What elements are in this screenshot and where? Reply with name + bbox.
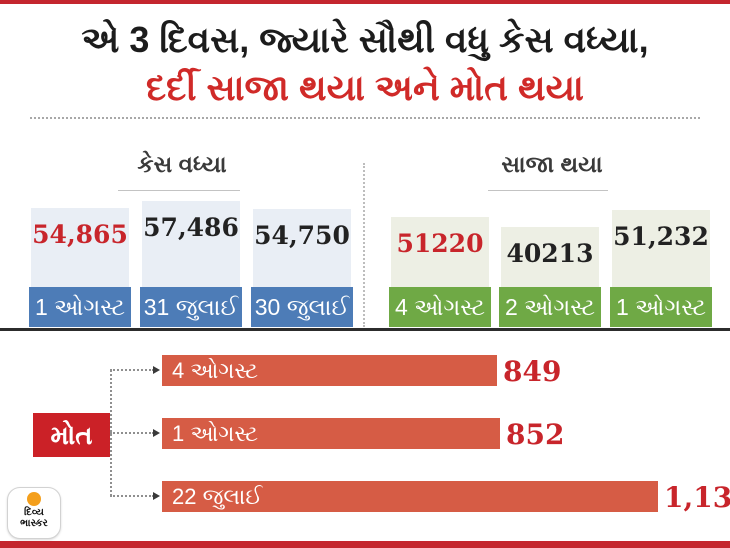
title-separator bbox=[30, 117, 700, 119]
arrow-connector-1 bbox=[110, 366, 160, 374]
deaths-bar-1: 4 ઓગસ્ટ bbox=[162, 355, 497, 386]
recovered-value-1: 51220 bbox=[396, 229, 484, 258]
deaths-date-2: 1 ઓગસ્ટ bbox=[172, 421, 259, 446]
recovered-group-header: સાજા થયા bbox=[501, 151, 603, 177]
recovered-box-3: 51,232 bbox=[612, 210, 710, 287]
cases-date-3: 30 જુલાઈ bbox=[251, 287, 353, 327]
cases-box-1: 54,865 bbox=[31, 208, 129, 287]
deaths-bar-3: 22 જુલાઈ bbox=[162, 481, 658, 512]
cases-header-underline bbox=[118, 190, 240, 191]
cases-group-header: કેસ વધ્યા bbox=[137, 151, 227, 177]
deaths-date-3: 22 જુલાઈ bbox=[172, 484, 263, 509]
deaths-date-1: 4 ઓગસ્ટ bbox=[172, 358, 259, 383]
cases-value-3: 54,750 bbox=[254, 221, 350, 250]
cases-date-2: 31 જુલાઈ bbox=[140, 287, 242, 327]
top-accent-strip bbox=[0, 0, 730, 4]
recovered-header-underline bbox=[488, 190, 608, 191]
cases-date-1: 1 ઓગસ્ટ bbox=[29, 287, 131, 327]
deaths-bar-2: 1 ઓગસ્ટ bbox=[162, 418, 500, 449]
cases-box-2: 57,486 bbox=[142, 201, 240, 287]
recovered-box-2: 40213 bbox=[501, 227, 599, 287]
page-title: એ 3 દિવસ, જ્યારે સૌથી વધુ કેસ વધ્યા, દર્… bbox=[0, 16, 730, 112]
arrow-connector-3 bbox=[110, 492, 160, 500]
cases-value-2: 57,486 bbox=[143, 213, 239, 242]
deaths-value-3: 1,130 bbox=[664, 481, 730, 514]
title-line-1: એ 3 દિવસ, જ્યારે સૌથી વધુ કેસ વધ્યા, bbox=[81, 19, 649, 60]
arrow-connector-2 bbox=[110, 429, 160, 437]
deaths-label-box: મોત bbox=[33, 413, 110, 457]
recovered-value-3: 51,232 bbox=[613, 222, 709, 251]
bottom-accent-strip bbox=[0, 541, 730, 548]
deaths-value-1: 849 bbox=[503, 355, 562, 388]
logo-brand-line-1: દિવ્ય bbox=[24, 507, 44, 518]
recovered-box-1: 51220 bbox=[391, 217, 489, 287]
group-divider bbox=[363, 163, 365, 327]
columns-baseline bbox=[0, 328, 730, 331]
recovered-date-2: 2 ઓગસ્ટ bbox=[499, 287, 601, 327]
logo-sun-icon bbox=[27, 492, 41, 506]
cases-value-1: 54,865 bbox=[32, 220, 128, 249]
deaths-value-2: 852 bbox=[506, 418, 565, 451]
recovered-date-1: 4 ઓગસ્ટ bbox=[389, 287, 491, 327]
cases-box-3: 54,750 bbox=[253, 209, 351, 287]
title-line-2: દર્દી સાજા થયા અને મોત થયા bbox=[146, 67, 584, 108]
logo-brand-line-2: ભાસ્કર bbox=[20, 518, 48, 529]
recovered-value-2: 40213 bbox=[506, 239, 594, 268]
divya-bhaskar-logo: દિવ્ય ભાસ્કર bbox=[7, 487, 61, 539]
recovered-date-3: 1 ઓગસ્ટ bbox=[610, 287, 712, 327]
